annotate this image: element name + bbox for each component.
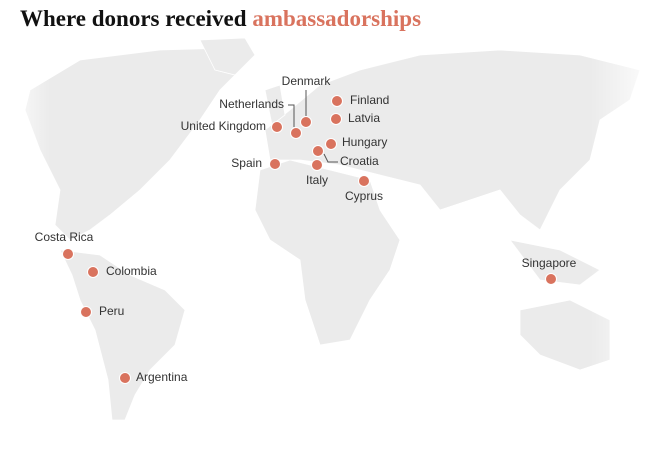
- place-label: United Kingdom: [181, 119, 266, 133]
- leader-line: [288, 104, 295, 127]
- place-marker: [269, 158, 281, 170]
- place-marker: [300, 116, 312, 128]
- place-marker: [358, 175, 370, 187]
- place-label: Peru: [99, 304, 124, 318]
- place-marker: [311, 159, 323, 171]
- place-label: Singapore: [522, 256, 577, 270]
- place-marker: [119, 372, 131, 384]
- land: [24, 37, 641, 421]
- place-label: Cyprus: [345, 189, 383, 203]
- place-label: Denmark: [282, 74, 332, 88]
- title: Where donors received ambassadorships: [20, 6, 421, 32]
- place-marker: [325, 138, 337, 150]
- place-label: Finland: [350, 93, 389, 107]
- place-label: Costa Rica: [35, 230, 94, 244]
- title-highlight: ambassadorships: [252, 6, 422, 31]
- place-marker: [312, 145, 324, 157]
- place-label: Croatia: [340, 154, 379, 168]
- title-text: Where donors received: [20, 6, 247, 31]
- leader-line: [323, 153, 338, 163]
- place-marker: [80, 306, 92, 318]
- place-label: Netherlands: [219, 97, 284, 111]
- place-label: Argentina: [136, 370, 188, 384]
- place-label: Italy: [306, 173, 328, 187]
- place-marker: [290, 127, 302, 139]
- markers: Denmark Netherlands Finland Latvia United Ki…: [35, 74, 577, 384]
- place-label: Spain: [231, 156, 262, 170]
- place-marker: [330, 113, 342, 125]
- place-marker: [545, 273, 557, 285]
- place-label: Hungary: [342, 135, 387, 149]
- place-marker: [331, 95, 343, 107]
- place-label: Colombia: [106, 264, 157, 278]
- place-marker: [62, 248, 74, 260]
- place-label: Latvia: [348, 111, 380, 125]
- fade-left: [0, 40, 50, 464]
- place-marker: [87, 266, 99, 278]
- fade-right: [590, 40, 661, 464]
- place-marker: [271, 121, 283, 133]
